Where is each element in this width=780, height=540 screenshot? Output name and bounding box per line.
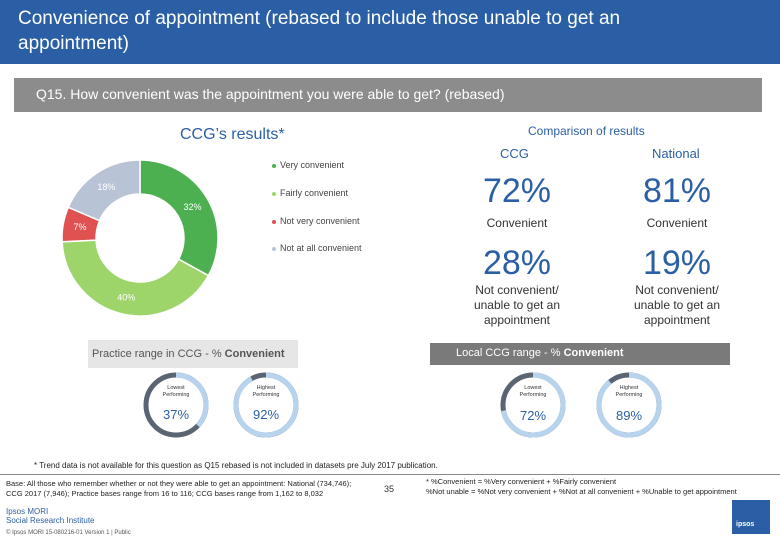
ring-fill bbox=[233, 372, 299, 438]
legend-marker bbox=[272, 191, 276, 196]
local-highest-caption: Highest Performing bbox=[615, 385, 643, 398]
ccg-not-convenient-label: Not convenient/ unable to get an appoint… bbox=[473, 283, 561, 327]
local-lowest-ring bbox=[500, 372, 566, 438]
legend-marker bbox=[272, 163, 276, 168]
practice-highest-ring bbox=[233, 372, 299, 438]
copyright: © Ipsos MORI 15-080216-01 Version 1 | Pu… bbox=[6, 530, 131, 536]
local-highest-value: 89% bbox=[615, 408, 643, 423]
practice-range-prefix: Practice range in CCG - % bbox=[92, 348, 225, 360]
footer-divider bbox=[0, 474, 780, 475]
question-bar bbox=[14, 78, 762, 112]
legend-marker bbox=[272, 219, 276, 224]
base-line-1: Base: All those who remember whether or … bbox=[6, 479, 352, 488]
col-header-ccg: CCG bbox=[500, 146, 529, 161]
practice-lowest-value: 37% bbox=[162, 407, 190, 422]
practice-range-bar bbox=[88, 340, 298, 368]
col-header-national: National bbox=[652, 146, 700, 161]
local-range-prefix: Local CCG range - % bbox=[456, 347, 564, 359]
practice-lowest-caption: Lowest Performing bbox=[162, 385, 190, 398]
legend-label: Very convenient bbox=[280, 160, 345, 170]
ccg-not-convenient-value: 28% bbox=[482, 244, 552, 282]
chart-title: CCG’s results* bbox=[180, 126, 285, 143]
practice-range-bold: Convenient bbox=[224, 348, 285, 360]
legend-marker bbox=[272, 246, 276, 251]
local-range-bold: Convenient bbox=[563, 347, 624, 359]
donut-slice-not-at-all-convenient bbox=[67, 159, 141, 222]
ipsos-brand: Ipsos MORI Social Research Institute bbox=[6, 507, 95, 525]
ring-fill bbox=[175, 372, 209, 428]
local-lowest-caption: Lowest Performing bbox=[519, 385, 547, 398]
donut-chart: 32% 40% 7% 18% bbox=[61, 159, 219, 317]
practice-highest-value: 92% bbox=[252, 407, 280, 422]
donut-slice-fairly-convenient bbox=[61, 239, 210, 317]
donut-data-label: 7% bbox=[73, 222, 86, 232]
legend-label: Not very convenient bbox=[280, 216, 360, 226]
donut-data-label: 18% bbox=[97, 182, 115, 192]
ipsos-name: Ipsos MORI bbox=[6, 507, 49, 516]
ccg-convenient-label: Convenient bbox=[486, 216, 548, 230]
practice-highest-caption: Highest Performing bbox=[252, 385, 280, 398]
practice-lowest-ring bbox=[143, 372, 209, 438]
ring-fill bbox=[596, 372, 662, 438]
definitions-text: * %Convenient = %Very convenient + %Fair… bbox=[426, 477, 780, 497]
local-range-title: Local CCG range - % Convenient bbox=[456, 347, 624, 359]
definition-line-1: * %Convenient = %Very convenient + %Fair… bbox=[426, 477, 617, 486]
legend-label: Not at all convenient bbox=[280, 243, 362, 253]
donut-data-label: 32% bbox=[183, 202, 201, 212]
legend-very-convenient: Very convenient bbox=[272, 160, 344, 170]
ring-gauge bbox=[143, 372, 209, 438]
local-range-bar bbox=[430, 343, 730, 365]
ipsos-institute: Social Research Institute bbox=[6, 516, 95, 525]
base-text: Base: All those who remember whether or … bbox=[6, 479, 386, 499]
legend-not-very-convenient: Not very convenient bbox=[272, 216, 360, 226]
ccg-convenient-value: 72% bbox=[482, 172, 552, 210]
local-highest-ring bbox=[596, 372, 662, 438]
ipsos-logo bbox=[732, 500, 770, 534]
ipsos-logo-text: ipsos bbox=[736, 521, 755, 528]
base-line-2: CCG 2017 (7,946); Practice bases range f… bbox=[6, 489, 324, 498]
legend-label: Fairly convenient bbox=[280, 188, 349, 198]
ring-fill bbox=[501, 372, 566, 438]
national-convenient-value: 81% bbox=[642, 172, 712, 210]
question-text: Q15. How convenient was the appointment … bbox=[36, 86, 505, 102]
donut-slice-very-convenient bbox=[139, 159, 219, 277]
donut-data-label: 40% bbox=[117, 292, 135, 302]
practice-range-title: Practice range in CCG - % Convenient bbox=[92, 348, 285, 360]
national-convenient-label: Convenient bbox=[646, 216, 708, 230]
national-not-convenient-value: 19% bbox=[642, 244, 712, 282]
ring-gauge bbox=[596, 372, 662, 438]
national-not-convenient-label: Not convenient/ unable to get an appoint… bbox=[633, 283, 721, 327]
legend-not-at-all-convenient: Not at all convenient bbox=[272, 243, 362, 253]
footnote: * Trend data is not available for this q… bbox=[34, 461, 438, 470]
legend-fairly-convenient: Fairly convenient bbox=[272, 188, 348, 198]
comparison-title: Comparison of results bbox=[528, 124, 645, 138]
page-number: 35 bbox=[384, 484, 395, 494]
local-lowest-value: 72% bbox=[519, 408, 547, 423]
header-bar bbox=[0, 0, 780, 64]
page-title: Convenience of appointment (rebased to i… bbox=[18, 8, 621, 54]
ring-gauge bbox=[233, 372, 299, 438]
ring-gauge bbox=[500, 372, 566, 438]
definition-line-2: %Not unable = %Not very convenient + %No… bbox=[426, 487, 737, 496]
